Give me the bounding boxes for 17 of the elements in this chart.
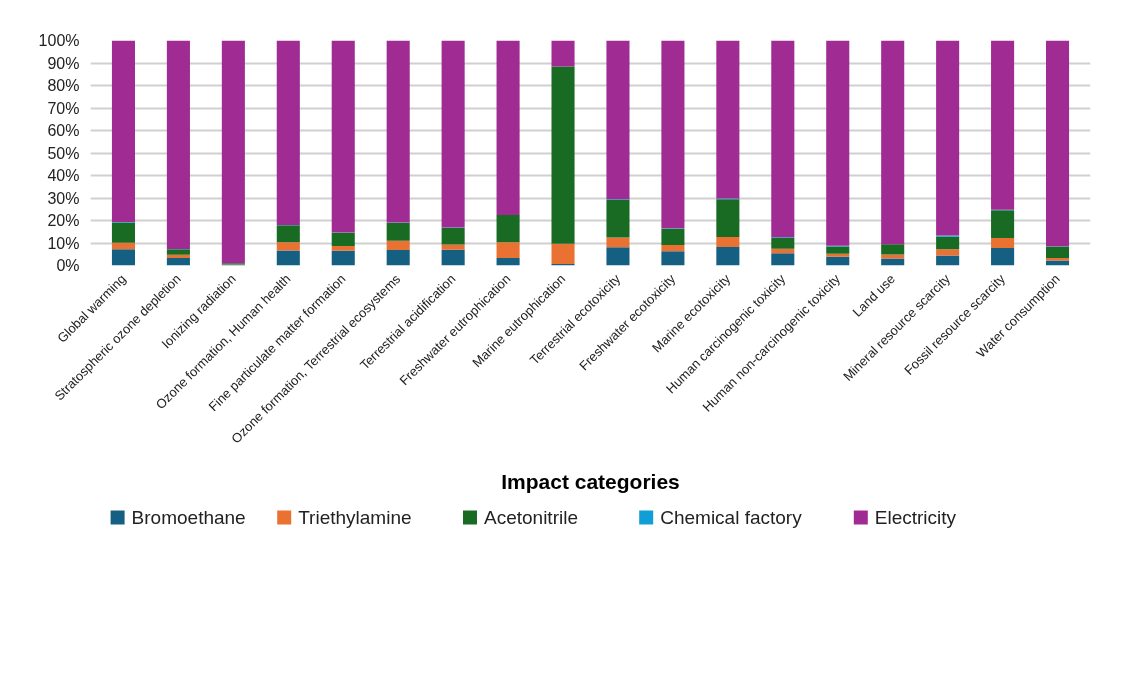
y-tick-label: 60% [47, 122, 80, 139]
legend-label: Electricity [874, 507, 957, 528]
y-tick-label: 100% [38, 32, 80, 49]
y-tick-label: 10% [47, 234, 80, 252]
y-tick-label: 80% [47, 77, 80, 94]
y-tick-label: 50% [47, 144, 80, 162]
y-tick-label: 70% [47, 99, 80, 117]
y-tick-label: 20% [47, 212, 80, 229]
legend-label: Acetonitrile [484, 507, 578, 528]
y-tick-label: 30% [47, 189, 80, 207]
y-tick-label: 0% [56, 257, 80, 274]
legend-label: Triethylamine [298, 507, 412, 528]
legend-label: Bromoethane [131, 507, 246, 528]
legend-label: Chemical factory [660, 507, 803, 528]
y-tick-label: 40% [47, 167, 80, 184]
x-axis-title: Impact categories [501, 469, 680, 493]
y-tick-label: 90% [47, 54, 80, 72]
